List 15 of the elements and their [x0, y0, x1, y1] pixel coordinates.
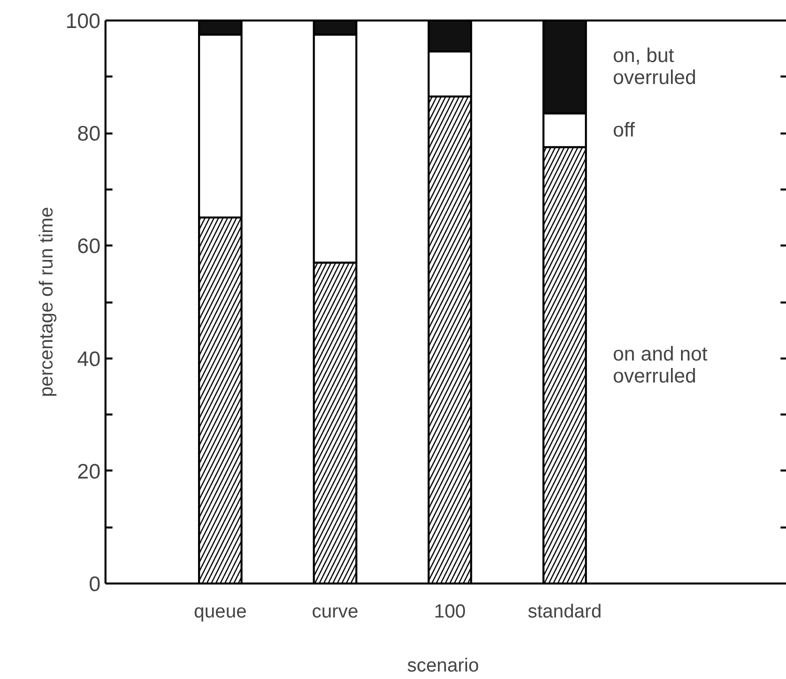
x-tick-label: standard [528, 602, 602, 622]
y-tick-label: 100 [65, 10, 101, 33]
y-tick-label: 60 [77, 235, 100, 258]
y-tick-label: 20 [77, 460, 100, 484]
y-tick-label: 0 [88, 573, 101, 596]
x-axis-title: scenario [407, 656, 479, 676]
y-axis-title: percentage of run time [36, 206, 58, 398]
series-label: on, but overruled [612, 44, 696, 89]
x-tick-label: 100 [434, 602, 466, 622]
y-tick-label: 80 [77, 122, 100, 146]
series-label: on and not overruled [612, 343, 708, 388]
x-tick-label: queue [194, 602, 247, 622]
series-label: off [612, 119, 636, 142]
x-tick-label: curve [312, 602, 358, 622]
y-tick-label: 40 [77, 348, 100, 371]
